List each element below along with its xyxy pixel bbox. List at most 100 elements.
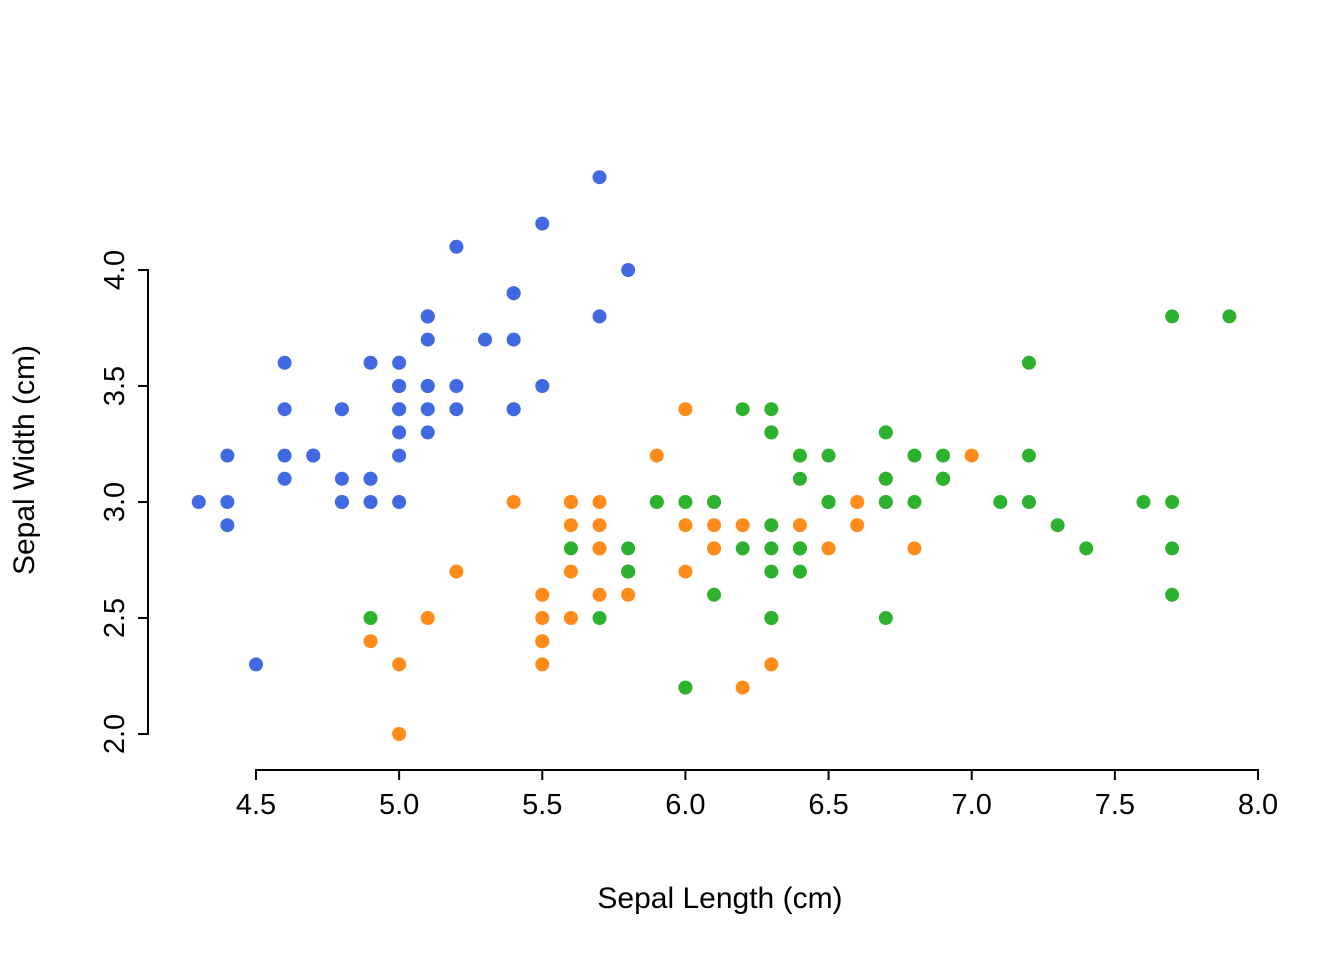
data-point [392,402,407,417]
data-point [936,471,951,486]
x-tick-label: 5.0 [379,789,419,821]
data-point [592,309,607,324]
data-point [993,495,1008,509]
data-point [707,518,722,533]
data-point [420,611,435,625]
data-point [334,402,349,417]
data-point [1222,309,1237,324]
data-point [678,518,693,533]
data-point [1021,448,1036,463]
data-point [707,587,722,602]
data-point [792,564,807,579]
data-point [220,495,235,509]
data-point [392,657,407,672]
data-point [621,541,636,556]
data-point [735,541,750,556]
data-point [592,611,607,625]
data-point [277,355,292,370]
data-point [420,332,435,347]
data-point [649,448,664,463]
data-point [363,471,378,486]
data-point [821,495,836,509]
data-point [707,495,722,509]
x-tick-label: 6.0 [665,789,705,821]
data-point [764,541,779,556]
data-point [792,541,807,556]
data-point [764,425,779,440]
data-point [878,425,893,440]
x-tick-label: 4.5 [236,789,276,821]
x-tick-label: 6.5 [808,789,848,821]
data-point [334,495,349,509]
data-point [1165,309,1180,324]
y-tick-label: 3.5 [99,366,131,406]
data-point [707,541,722,556]
data-point [649,495,664,509]
y-tick-label: 2.5 [99,598,131,638]
data-point [535,611,550,625]
data-point [1136,495,1151,509]
data-point [535,379,550,393]
data-point [277,448,292,463]
data-point [678,495,693,509]
data-point [792,471,807,486]
data-point [363,495,378,509]
data-point [792,518,807,533]
data-point [1165,541,1180,556]
data-point [392,727,407,741]
x-tick-label: 7.0 [952,789,992,821]
data-point [792,448,807,463]
data-point [334,471,349,486]
data-point [936,448,951,463]
data-point [277,402,292,417]
data-point [1050,518,1065,533]
data-point [678,680,693,695]
y-axis-title: Sepal Width (cm) [8,345,41,575]
data-point [563,495,578,509]
data-point [506,286,521,301]
data-point [363,634,378,649]
data-point [535,216,550,231]
y-tick-label: 3.0 [99,482,131,522]
data-point [735,402,750,417]
data-point [392,379,407,393]
data-point [506,495,521,509]
data-point [563,541,578,556]
x-tick-label: 5.5 [522,789,562,821]
data-point [277,471,292,486]
data-point [1079,541,1094,556]
data-point [420,425,435,440]
data-point [563,611,578,625]
x-axis-title: Sepal Length (cm) [597,882,842,915]
data-point [563,564,578,579]
data-point [1021,355,1036,370]
data-point [1021,495,1036,509]
data-point [478,332,493,347]
y-axis: 2.0 2.5 3.0 3.5 4.0 [99,250,149,754]
data-point [592,170,607,185]
data-point [878,495,893,509]
data-point [907,495,922,509]
data-point [621,564,636,579]
data-point [535,587,550,602]
data-point [735,518,750,533]
data-point [420,379,435,393]
y-tick-label: 4.0 [99,250,131,290]
data-point [592,495,607,509]
data-point [964,448,979,463]
data-point [420,402,435,417]
data-point [907,541,922,556]
data-point [878,611,893,625]
data-point [506,332,521,347]
data-point [850,495,865,509]
data-point [621,263,636,277]
data-point [392,448,407,463]
data-point [878,471,893,486]
data-point [563,518,578,533]
x-tick-label: 8.0 [1238,789,1278,821]
data-point [821,448,836,463]
data-point [449,564,464,579]
data-point [764,611,779,625]
